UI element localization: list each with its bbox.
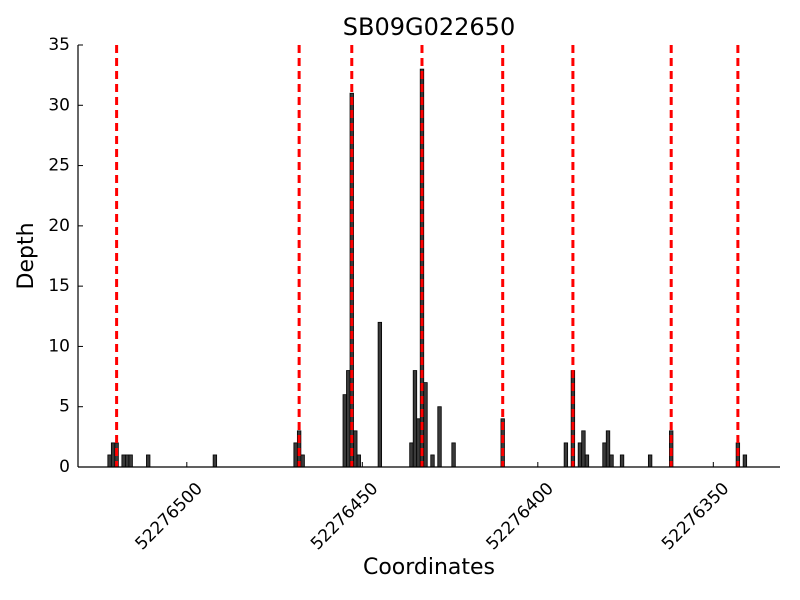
x-tick-label: 52276450 [307,479,382,554]
bar [430,454,435,468]
bar [346,370,351,468]
bar [423,382,428,468]
bar [212,454,218,468]
bar [377,321,383,468]
bar [293,442,298,468]
bar [356,454,361,468]
bar [128,454,133,468]
y-tick-label: 35 [48,35,70,55]
x-tick-label: 52276350 [658,479,733,554]
x-tick-label: 52276500 [132,479,207,554]
bar [300,454,305,468]
bar [609,454,614,468]
bar [563,442,569,468]
bar [342,394,347,468]
bar [110,442,116,468]
y-tick-label: 30 [48,95,70,115]
chart-title: SB09G022650 [343,13,515,41]
y-tick-label: 0 [59,457,70,477]
bar [107,454,112,468]
bar [605,430,611,468]
bar [146,454,151,468]
bar [437,406,442,468]
bar [412,370,418,468]
bar [409,442,414,468]
bar [602,442,607,468]
bar [353,430,358,468]
y-tick-label: 5 [59,397,70,417]
y-tick-label: 15 [48,276,70,296]
bar [451,442,456,468]
bar [581,430,586,468]
bar [416,418,421,468]
bar [742,454,748,468]
bar [121,454,126,468]
y-axis-label: Depth [14,222,39,289]
x-axis-label: Coordinates [363,555,495,580]
y-tick-label: 20 [48,216,70,236]
bar [619,454,625,468]
bar [584,454,590,468]
bar [124,454,130,468]
y-tick-label: 25 [48,156,70,176]
bar [577,442,583,468]
y-tick-label: 10 [48,336,70,356]
bar [647,454,653,468]
x-tick-label: 52276400 [483,479,558,554]
